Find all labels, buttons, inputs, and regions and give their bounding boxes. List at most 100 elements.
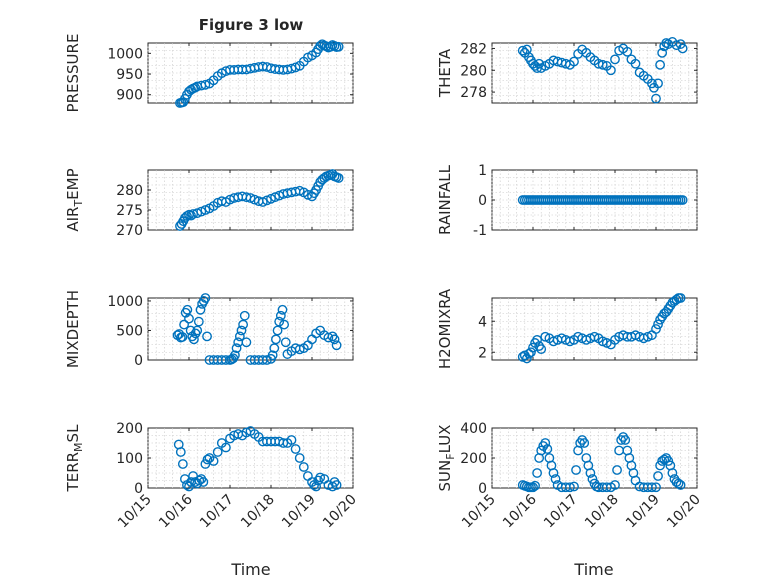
- y-tick-label: 0: [134, 353, 143, 369]
- data-point: [653, 78, 663, 89]
- y-tick-label: 280: [116, 183, 143, 199]
- data-point: [231, 343, 242, 354]
- y-tick-label: 0: [478, 193, 487, 209]
- y-axis-label: MIXDEPTH: [64, 290, 82, 368]
- y-tick-label: 1000: [107, 46, 143, 62]
- x-tick-label: 10/17: [197, 492, 237, 532]
- data-point: [272, 325, 283, 336]
- data-point: [200, 293, 211, 303]
- subplot-rainfall: -1 0 1 RAINFALL: [436, 163, 698, 239]
- subplot-pressure: 900 950 1000 PRESSURE: [64, 34, 354, 113]
- y-tick-label: 200: [460, 451, 487, 467]
- data-point: [536, 344, 547, 355]
- data-point: [327, 481, 338, 492]
- data-point: [193, 316, 204, 327]
- y-tick-label: 950: [116, 67, 143, 83]
- data-point: [630, 58, 641, 69]
- data-point: [279, 319, 290, 330]
- data-point: [327, 331, 338, 342]
- data-point: [274, 316, 285, 327]
- data-point: [280, 337, 291, 348]
- y-tick-label: 0: [478, 481, 487, 497]
- data-point: [238, 319, 249, 330]
- subplot-air-temp: 270 275 280 AIRTEMP: [64, 168, 354, 239]
- y-tick-label: 100: [116, 451, 143, 467]
- data-point: [212, 447, 223, 457]
- x-tick-label: 10/16: [156, 491, 196, 531]
- x-axis-label-left: Time: [230, 560, 270, 579]
- data-point: [565, 482, 575, 493]
- y-tick-label: 278: [460, 85, 487, 101]
- data-point: [202, 454, 213, 465]
- data-point: [286, 63, 297, 74]
- data-point: [677, 43, 688, 54]
- y-tick-label: 280: [460, 63, 487, 79]
- data-point: [329, 334, 340, 345]
- data-point: [286, 435, 297, 445]
- data-point: [198, 477, 209, 487]
- subplot-mixdepth: 0 500 1000 MIXDEPTH: [64, 290, 354, 369]
- data-point: [315, 472, 326, 483]
- data-point: [179, 474, 190, 484]
- data-point: [548, 468, 559, 478]
- y-axis-label: PRESSURE: [64, 34, 82, 113]
- data-point: [269, 343, 280, 354]
- data-point: [195, 304, 206, 315]
- subplot-h2omixra: 2 4 H2OMIXRA: [436, 288, 698, 369]
- y-tick-label: 400: [460, 421, 487, 437]
- data-point: [190, 82, 201, 93]
- y-axis-label: H2OMIXRA: [436, 288, 454, 369]
- data-point: [177, 459, 188, 469]
- y-axis-label: RAINFALL: [436, 164, 454, 235]
- x-tick-label: 10/19: [623, 492, 663, 532]
- data-point: [571, 465, 581, 475]
- data-point: [290, 444, 301, 454]
- data-point: [569, 481, 579, 492]
- data-point: [610, 480, 620, 490]
- data-point: [179, 319, 189, 330]
- data-point: [655, 59, 665, 70]
- data-point: [208, 456, 219, 466]
- data-point: [184, 313, 194, 324]
- y-axis-label: THETA: [436, 48, 454, 98]
- y-tick-label: 4: [478, 314, 487, 330]
- data-point: [185, 325, 196, 336]
- data-point: [657, 47, 668, 58]
- data-point: [192, 325, 203, 336]
- data-point: [663, 456, 674, 466]
- y-tick-label: 500: [116, 323, 143, 339]
- data-point: [622, 46, 633, 57]
- data-point: [612, 465, 622, 475]
- y-tick-label: -1: [473, 223, 487, 239]
- data-point: [585, 468, 596, 478]
- data-point: [647, 482, 657, 493]
- data-point: [177, 332, 188, 342]
- data-point: [651, 93, 661, 104]
- data-point: [530, 480, 540, 491]
- data-point: [331, 480, 342, 490]
- data-point: [294, 344, 305, 355]
- data-point: [202, 331, 212, 342]
- x-tick-label: 10/20: [664, 492, 704, 532]
- y-tick-label: 275: [116, 203, 143, 219]
- data-point: [220, 442, 231, 453]
- data-point: [540, 438, 551, 448]
- y-tick-label: 200: [116, 421, 143, 437]
- data-point: [606, 65, 616, 76]
- data-point: [329, 40, 340, 51]
- data-point: [278, 438, 289, 448]
- x-tick-label: 10/15: [459, 492, 499, 532]
- subplot-terr-msl: 0 100 200 TERRMSL 10/15 10/16 10/17 10/18 10/19 1…: [64, 421, 360, 531]
- data-point: [675, 480, 686, 490]
- data-point: [189, 334, 199, 345]
- data-point: [677, 195, 688, 205]
- data-point: [528, 482, 538, 493]
- x-tick-label: 10/20: [320, 492, 360, 532]
- data-point: [536, 445, 547, 456]
- data-point: [298, 462, 309, 472]
- data-point: [175, 447, 186, 457]
- y-tick-label: 282: [460, 41, 487, 57]
- data-point: [236, 325, 247, 336]
